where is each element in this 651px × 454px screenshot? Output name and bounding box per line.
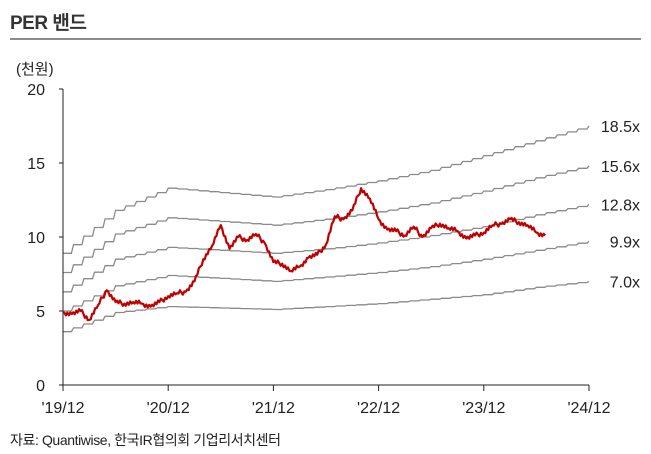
title-divider xyxy=(10,38,641,40)
y-tick-label: 15 xyxy=(27,156,45,173)
band-lines xyxy=(63,125,590,333)
y-tick-label: 20 xyxy=(27,82,45,99)
y-tick-label: 5 xyxy=(36,304,45,321)
band-line-18-5x xyxy=(63,125,590,254)
band-line-9-9x xyxy=(63,240,590,312)
x-tick-label: '20/12 xyxy=(147,400,190,417)
price-line xyxy=(62,187,547,322)
y-tick-label: 10 xyxy=(27,230,45,247)
band-labels: 18.5x 15.6x 12.8x 9.9x 7.0x xyxy=(601,119,640,291)
band-label-15-6x: 15.6x xyxy=(601,159,640,176)
band-line-7-0x xyxy=(63,280,590,333)
band-label-12-8x: 12.8x xyxy=(601,197,640,214)
x-tick-label: '22/12 xyxy=(357,400,400,417)
band-line-12-8x xyxy=(63,203,590,293)
y-axis-unit-label: (천원) xyxy=(16,61,54,78)
band-label-9-9x: 9.9x xyxy=(610,234,640,251)
x-tick-label: '19/12 xyxy=(41,400,84,417)
price-line-group xyxy=(62,187,547,322)
x-tick-label: '24/12 xyxy=(567,400,610,417)
x-tick-label: '23/12 xyxy=(462,400,505,417)
x-tick-label: '21/12 xyxy=(252,400,295,417)
axes: 0 5 10 15 20 '19/12 '20/12 '21/12 '22/12 '23/12 '2… xyxy=(27,82,610,417)
chart-title: PER 밴드 xyxy=(10,13,87,34)
band-label-7-0x: 7.0x xyxy=(610,274,640,291)
source-note: 자료: Quantiwise, 한국IR협의회 기업리서치센터 xyxy=(10,432,281,448)
band-line-15-6x xyxy=(63,165,590,274)
y-tick-label: 0 xyxy=(36,378,45,395)
band-label-18-5x: 18.5x xyxy=(601,119,640,136)
